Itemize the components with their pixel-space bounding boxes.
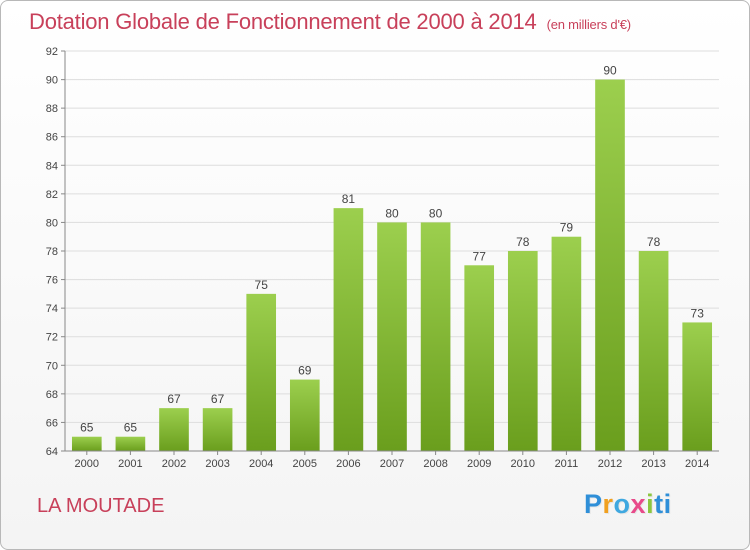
bar-value-label: 81 (342, 192, 356, 206)
y-tick-label: 82 (46, 189, 58, 201)
y-tick-label: 68 (46, 389, 58, 401)
bar-2014 (682, 322, 713, 451)
bars: 65 65 67 67 75 69 81 80 80 77 78 79 90 78 73 (71, 64, 713, 452)
bar-value-label: 65 (124, 421, 138, 435)
y-tick-label: 84 (46, 160, 58, 172)
bar-2003 (202, 408, 233, 451)
bar-2000 (71, 436, 102, 451)
x-tick-label: 2008 (423, 458, 447, 470)
bar-value-label: 77 (473, 249, 487, 263)
y-tick-label: 90 (46, 75, 58, 87)
x-tick-label: 2009 (467, 458, 491, 470)
x-tick-label: 2003 (205, 458, 229, 470)
x-tick-label: 2007 (380, 458, 404, 470)
x-tick-label: 2013 (641, 458, 665, 470)
x-tick-label: 2006 (336, 458, 360, 470)
bar-2004 (246, 293, 277, 451)
logo-letter-r: r (602, 489, 614, 519)
x-tick-label: 2004 (249, 458, 273, 470)
y-tick-label: 86 (46, 132, 58, 144)
bar-value-label: 90 (603, 64, 617, 78)
logo-letter-x: x (630, 489, 647, 519)
bar-value-label: 67 (167, 392, 181, 406)
x-tick-label: 2002 (162, 458, 186, 470)
bar-value-label: 78 (647, 235, 661, 249)
logo-letter-o: o (613, 489, 631, 519)
chart-unit: (en milliers d'€) (546, 17, 632, 32)
x-tick-label: 2000 (75, 458, 99, 470)
chart-title: Dotation Globale de Fonctionnement de 20… (29, 9, 631, 35)
logo-letters-ti: ti (654, 489, 672, 519)
bar-value-label: 67 (211, 392, 225, 406)
y-tick-label: 80 (46, 217, 58, 229)
bar-value-label: 75 (255, 278, 269, 292)
x-tick-label: 2012 (598, 458, 622, 470)
y-tick-label: 78 (46, 246, 58, 258)
y-tick-label: 70 (46, 360, 58, 372)
bar-value-label: 69 (298, 364, 312, 378)
bar-value-label: 79 (560, 221, 574, 235)
bar-2011 (551, 236, 582, 451)
bar-value-label: 80 (429, 206, 443, 220)
y-tick-label: 66 (46, 417, 58, 429)
chart-title-text: Dotation Globale de Fonctionnement de 20… (29, 9, 537, 34)
y-tick-label: 64 (46, 446, 58, 458)
bar-value-label: 65 (80, 421, 94, 435)
bar-value-label: 78 (516, 235, 530, 249)
bar-2007 (377, 222, 407, 451)
y-tick-label: 72 (46, 332, 58, 344)
y-tick-label: 76 (46, 275, 58, 287)
logo-letter-p: P (584, 489, 603, 519)
bar-value-label: 80 (385, 206, 399, 220)
x-tick-label: 2001 (118, 458, 142, 470)
x-tick-label: 2005 (293, 458, 317, 470)
x-tick-label: 2011 (555, 458, 579, 470)
bar-2009 (464, 265, 495, 451)
bar-2010 (507, 251, 538, 451)
logo-letter-i: i (646, 489, 655, 519)
commune-name: LA MOUTADE (37, 495, 165, 517)
proxiti-logo: Proxiti (584, 489, 672, 520)
bar-2008 (420, 222, 451, 451)
axes: 64 66 68 70 72 74 76 78 80 82 84 86 88 90 92 2000 2001 20… (46, 46, 719, 470)
bar-value-label: 73 (691, 306, 705, 320)
y-tick-label: 88 (46, 103, 58, 115)
bar-2012 (595, 79, 625, 452)
y-tick-label: 92 (46, 46, 58, 58)
bar-2006 (333, 208, 364, 451)
y-tick-label: 74 (46, 303, 58, 315)
bar-2005 (289, 379, 320, 451)
x-tick-label: 2010 (511, 458, 535, 470)
bar-2013 (638, 251, 669, 451)
x-tick-label: 2014 (685, 458, 709, 470)
bar-2001 (115, 436, 146, 451)
bar-2002 (159, 408, 189, 451)
